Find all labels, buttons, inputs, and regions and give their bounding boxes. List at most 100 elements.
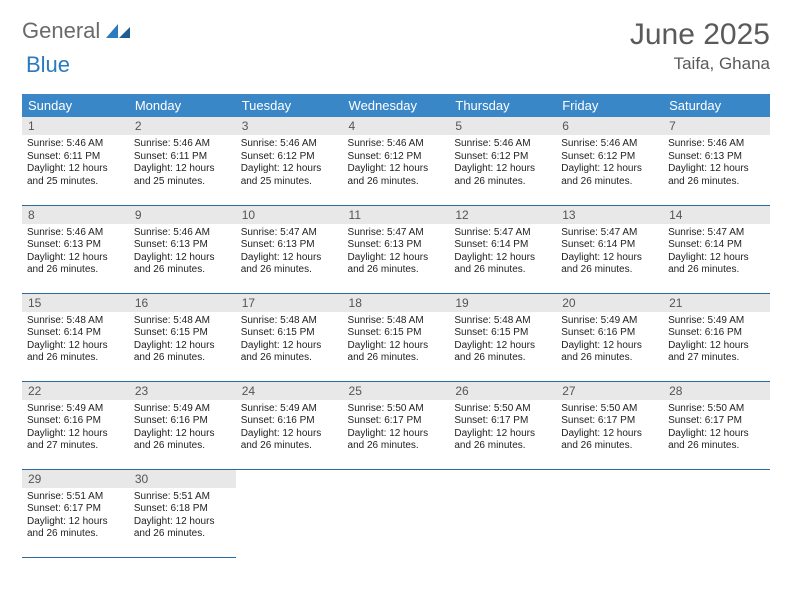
weekday-header: Tuesday [236,94,343,117]
day-details: Sunrise: 5:50 AMSunset: 6:17 PMDaylight:… [556,400,663,457]
day-number: 30 [129,470,236,488]
day-details: Sunrise: 5:49 AMSunset: 6:16 PMDaylight:… [129,400,236,457]
day-details: Sunrise: 5:46 AMSunset: 6:12 PMDaylight:… [236,135,343,192]
calendar-cell [343,469,450,557]
weekday-header: Monday [129,94,236,117]
weekday-header: Sunday [22,94,129,117]
day-number: 20 [556,294,663,312]
day-number: 17 [236,294,343,312]
day-details: Sunrise: 5:47 AMSunset: 6:14 PMDaylight:… [449,224,556,281]
calendar-cell: 11Sunrise: 5:47 AMSunset: 6:13 PMDayligh… [343,205,450,293]
day-number: 29 [22,470,129,488]
logo: General [22,18,132,44]
calendar-cell: 4Sunrise: 5:46 AMSunset: 6:12 PMDaylight… [343,117,450,205]
calendar-cell: 28Sunrise: 5:50 AMSunset: 6:17 PMDayligh… [663,381,770,469]
calendar-cell [449,469,556,557]
calendar-table: SundayMondayTuesdayWednesdayThursdayFrid… [22,94,770,558]
calendar-cell: 13Sunrise: 5:47 AMSunset: 6:14 PMDayligh… [556,205,663,293]
day-number: 5 [449,117,556,135]
day-details: Sunrise: 5:46 AMSunset: 6:12 PMDaylight:… [343,135,450,192]
calendar-cell: 29Sunrise: 5:51 AMSunset: 6:17 PMDayligh… [22,469,129,557]
calendar-cell: 6Sunrise: 5:46 AMSunset: 6:12 PMDaylight… [556,117,663,205]
day-details: Sunrise: 5:46 AMSunset: 6:13 PMDaylight:… [663,135,770,192]
calendar-cell: 16Sunrise: 5:48 AMSunset: 6:15 PMDayligh… [129,293,236,381]
calendar-cell: 18Sunrise: 5:48 AMSunset: 6:15 PMDayligh… [343,293,450,381]
day-details: Sunrise: 5:49 AMSunset: 6:16 PMDaylight:… [663,312,770,369]
calendar-row: 22Sunrise: 5:49 AMSunset: 6:16 PMDayligh… [22,381,770,469]
calendar-cell [663,469,770,557]
day-number: 16 [129,294,236,312]
calendar-cell: 8Sunrise: 5:46 AMSunset: 6:13 PMDaylight… [22,205,129,293]
day-details: Sunrise: 5:49 AMSunset: 6:16 PMDaylight:… [22,400,129,457]
day-details: Sunrise: 5:49 AMSunset: 6:16 PMDaylight:… [236,400,343,457]
day-number: 18 [343,294,450,312]
day-details: Sunrise: 5:51 AMSunset: 6:18 PMDaylight:… [129,488,236,545]
calendar-cell: 10Sunrise: 5:47 AMSunset: 6:13 PMDayligh… [236,205,343,293]
title-location: Taifa, Ghana [630,54,770,74]
day-number: 2 [129,117,236,135]
calendar-cell: 1Sunrise: 5:46 AMSunset: 6:11 PMDaylight… [22,117,129,205]
day-number: 21 [663,294,770,312]
day-number: 10 [236,206,343,224]
calendar-cell [236,469,343,557]
day-number: 12 [449,206,556,224]
logo-sail-icon [104,22,132,40]
day-number: 27 [556,382,663,400]
day-number: 7 [663,117,770,135]
calendar-row: 8Sunrise: 5:46 AMSunset: 6:13 PMDaylight… [22,205,770,293]
day-number: 26 [449,382,556,400]
weekday-header: Saturday [663,94,770,117]
day-number: 4 [343,117,450,135]
day-number: 1 [22,117,129,135]
day-number: 19 [449,294,556,312]
day-number: 6 [556,117,663,135]
calendar-row: 15Sunrise: 5:48 AMSunset: 6:14 PMDayligh… [22,293,770,381]
day-number: 8 [22,206,129,224]
calendar-cell: 9Sunrise: 5:46 AMSunset: 6:13 PMDaylight… [129,205,236,293]
day-details: Sunrise: 5:49 AMSunset: 6:16 PMDaylight:… [556,312,663,369]
day-details: Sunrise: 5:51 AMSunset: 6:17 PMDaylight:… [22,488,129,545]
day-number: 14 [663,206,770,224]
day-number: 28 [663,382,770,400]
day-number: 3 [236,117,343,135]
weekday-header: Wednesday [343,94,450,117]
calendar-cell: 15Sunrise: 5:48 AMSunset: 6:14 PMDayligh… [22,293,129,381]
calendar-cell: 17Sunrise: 5:48 AMSunset: 6:15 PMDayligh… [236,293,343,381]
title-month: June 2025 [630,18,770,52]
calendar-cell: 5Sunrise: 5:46 AMSunset: 6:12 PMDaylight… [449,117,556,205]
day-number: 22 [22,382,129,400]
day-details: Sunrise: 5:47 AMSunset: 6:14 PMDaylight:… [663,224,770,281]
calendar-cell: 26Sunrise: 5:50 AMSunset: 6:17 PMDayligh… [449,381,556,469]
weekday-header: Thursday [449,94,556,117]
day-number: 23 [129,382,236,400]
calendar-cell: 3Sunrise: 5:46 AMSunset: 6:12 PMDaylight… [236,117,343,205]
day-details: Sunrise: 5:50 AMSunset: 6:17 PMDaylight:… [343,400,450,457]
logo-text-general: General [22,18,100,44]
day-details: Sunrise: 5:48 AMSunset: 6:15 PMDaylight:… [343,312,450,369]
day-number: 9 [129,206,236,224]
day-number: 25 [343,382,450,400]
day-number: 15 [22,294,129,312]
day-details: Sunrise: 5:48 AMSunset: 6:15 PMDaylight:… [236,312,343,369]
day-details: Sunrise: 5:48 AMSunset: 6:15 PMDaylight:… [449,312,556,369]
day-details: Sunrise: 5:50 AMSunset: 6:17 PMDaylight:… [663,400,770,457]
day-details: Sunrise: 5:47 AMSunset: 6:13 PMDaylight:… [236,224,343,281]
calendar-cell: 14Sunrise: 5:47 AMSunset: 6:14 PMDayligh… [663,205,770,293]
calendar-cell: 21Sunrise: 5:49 AMSunset: 6:16 PMDayligh… [663,293,770,381]
calendar-cell [556,469,663,557]
calendar-cell: 22Sunrise: 5:49 AMSunset: 6:16 PMDayligh… [22,381,129,469]
calendar-cell: 12Sunrise: 5:47 AMSunset: 6:14 PMDayligh… [449,205,556,293]
weekday-header: Friday [556,94,663,117]
day-details: Sunrise: 5:47 AMSunset: 6:14 PMDaylight:… [556,224,663,281]
day-details: Sunrise: 5:48 AMSunset: 6:15 PMDaylight:… [129,312,236,369]
calendar-row: 1Sunrise: 5:46 AMSunset: 6:11 PMDaylight… [22,117,770,205]
day-details: Sunrise: 5:46 AMSunset: 6:13 PMDaylight:… [129,224,236,281]
day-number: 11 [343,206,450,224]
calendar-row: 29Sunrise: 5:51 AMSunset: 6:17 PMDayligh… [22,469,770,557]
calendar-cell: 20Sunrise: 5:49 AMSunset: 6:16 PMDayligh… [556,293,663,381]
day-details: Sunrise: 5:46 AMSunset: 6:12 PMDaylight:… [556,135,663,192]
day-details: Sunrise: 5:46 AMSunset: 6:13 PMDaylight:… [22,224,129,281]
day-details: Sunrise: 5:46 AMSunset: 6:11 PMDaylight:… [129,135,236,192]
calendar-cell: 2Sunrise: 5:46 AMSunset: 6:11 PMDaylight… [129,117,236,205]
day-details: Sunrise: 5:46 AMSunset: 6:11 PMDaylight:… [22,135,129,192]
